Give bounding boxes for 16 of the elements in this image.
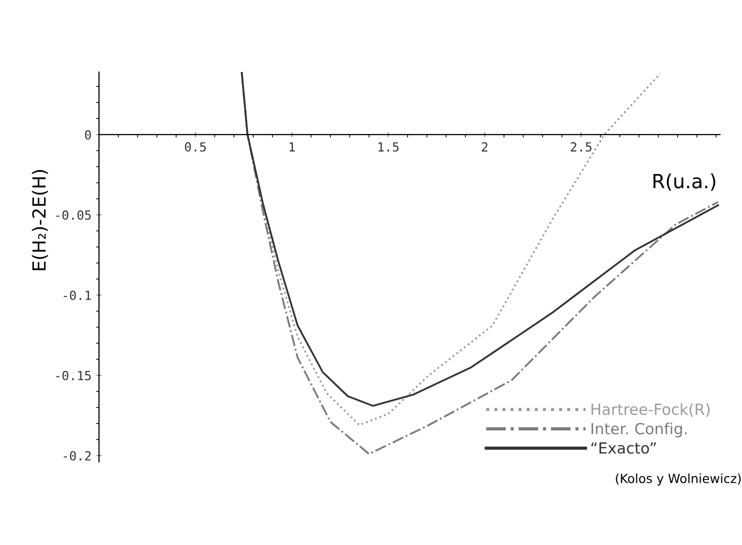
x-tick-label: 0.5 bbox=[184, 142, 206, 152]
x-tick-label: 1.5 bbox=[378, 142, 399, 152]
text: (Kolos y Wolniewicz) bbox=[616, 474, 741, 486]
x-tick-label: 2 bbox=[482, 142, 488, 152]
y-tick-label: -0.15 bbox=[56, 370, 91, 380]
text: “Exacto” bbox=[591, 442, 656, 454]
y-axis-title: E(H₂)-2E(H) bbox=[32, 170, 48, 270]
text: Inter. Config. bbox=[592, 422, 686, 438]
y-tick-label: 0 bbox=[84, 130, 91, 140]
y-tick-label: -0.1 bbox=[64, 290, 91, 300]
text: Hartree-Fock(R) bbox=[592, 403, 710, 417]
y-tick-label: -0.2 bbox=[64, 451, 91, 461]
x-tick-label: 1 bbox=[290, 142, 295, 152]
y-tick-label: -0.05 bbox=[56, 210, 91, 220]
x-axis-title: R(u.a.) bbox=[654, 173, 716, 191]
x-tick-label: 2.5 bbox=[570, 142, 592, 152]
